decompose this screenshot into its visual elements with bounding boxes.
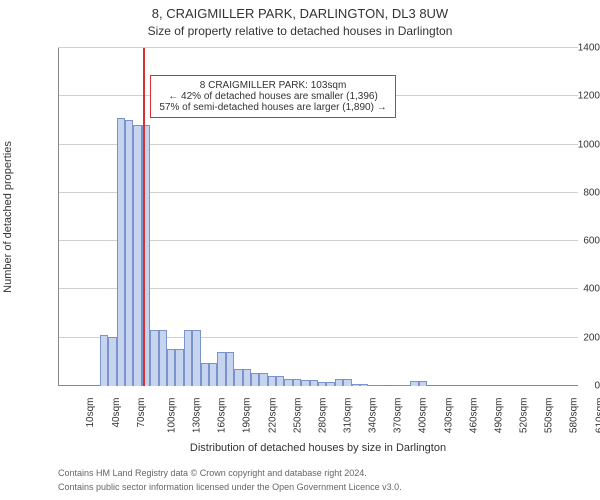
histogram-bar <box>125 120 133 386</box>
histogram-bar <box>259 373 267 386</box>
histogram-bar <box>284 379 292 386</box>
histogram-bar <box>276 376 284 386</box>
x-tick-label: 40sqm <box>111 398 122 428</box>
histogram-bar <box>133 125 141 386</box>
histogram-bar <box>301 380 309 386</box>
x-tick-label: 310sqm <box>343 398 354 434</box>
histogram-bar <box>234 369 242 386</box>
x-tick-label: 130sqm <box>192 398 203 434</box>
histogram-bar <box>268 376 276 386</box>
y-tick-label: 200 <box>548 332 600 343</box>
property-marker-line <box>143 48 145 386</box>
histogram-bar <box>343 379 351 386</box>
x-tick-label: 520sqm <box>519 398 530 434</box>
property-info-box: 8 CRAIGMILLER PARK: 103sqm ← 42% of deta… <box>150 75 395 118</box>
histogram-bar <box>310 380 318 386</box>
x-tick-label: 370sqm <box>393 398 404 434</box>
y-tick-label: 1000 <box>548 139 600 150</box>
histogram-bar <box>243 369 251 386</box>
x-tick-label: 490sqm <box>494 398 505 434</box>
y-tick-label: 800 <box>548 187 600 198</box>
footer-line-1: Contains HM Land Registry data © Crown c… <box>58 468 367 478</box>
histogram-bar <box>318 382 326 386</box>
histogram-bar <box>393 385 401 386</box>
x-tick-label: 70sqm <box>136 398 147 428</box>
histogram-bar <box>368 385 376 386</box>
histogram-bar <box>217 352 225 386</box>
histogram-bar <box>326 382 334 386</box>
gridline <box>58 47 578 48</box>
chart-title-line-1: 8, CRAIGMILLER PARK, DARLINGTON, DL3 8UW <box>0 6 600 21</box>
x-tick-label: 460sqm <box>468 398 479 434</box>
x-tick-label: 550sqm <box>544 398 555 434</box>
histogram-bar <box>201 363 209 386</box>
histogram-bar <box>100 335 108 386</box>
histogram-bar <box>377 385 385 386</box>
y-tick-label: 1400 <box>548 43 600 54</box>
y-tick-label: 600 <box>548 236 600 247</box>
histogram-bar <box>352 384 360 386</box>
histogram-bar <box>226 352 234 386</box>
histogram-bar <box>167 349 175 386</box>
histogram-bar <box>335 379 343 386</box>
footer-line-2: Contains public sector information licen… <box>58 482 402 492</box>
histogram-bar <box>117 118 125 386</box>
histogram-bar <box>410 381 418 386</box>
y-tick-label: 400 <box>548 284 600 295</box>
x-tick-label: 190sqm <box>242 398 253 434</box>
x-tick-label: 280sqm <box>317 398 328 434</box>
histogram-bar <box>419 381 427 386</box>
x-tick-label: 220sqm <box>267 398 278 434</box>
histogram-bar <box>108 337 116 386</box>
y-axis-label: Number of detached properties <box>2 141 14 293</box>
info-box-line-1: 8 CRAIGMILLER PARK: 103sqm <box>159 80 386 91</box>
x-tick-label: 250sqm <box>292 398 303 434</box>
histogram-bar <box>209 363 217 386</box>
y-tick-label: 1200 <box>548 91 600 102</box>
chart-title-line-2: Size of property relative to detached ho… <box>0 24 600 38</box>
histogram-bar <box>402 385 410 386</box>
histogram-bar <box>251 373 259 386</box>
property-size-chart: 8, CRAIGMILLER PARK, DARLINGTON, DL3 8UW… <box>0 0 600 500</box>
x-tick-label: 340sqm <box>368 398 379 434</box>
y-axis-line <box>58 48 59 386</box>
histogram-bar <box>293 379 301 386</box>
x-tick-label: 430sqm <box>443 398 454 434</box>
x-tick-label: 10sqm <box>85 398 96 428</box>
histogram-bar <box>159 330 167 386</box>
info-box-line-2: ← 42% of detached houses are smaller (1,… <box>159 91 386 102</box>
x-tick-label: 580sqm <box>569 398 580 434</box>
x-tick-label: 400sqm <box>418 398 429 434</box>
histogram-bar <box>175 349 183 386</box>
x-tick-label: 610sqm <box>594 398 600 434</box>
info-box-line-3: 57% of semi-detached houses are larger (… <box>159 102 386 113</box>
histogram-bar <box>360 384 368 386</box>
histogram-bar <box>150 330 158 386</box>
histogram-bar <box>184 330 192 386</box>
x-tick-label: 160sqm <box>217 398 228 434</box>
y-tick-label: 0 <box>548 381 600 392</box>
x-tick-label: 100sqm <box>166 398 177 434</box>
x-axis-label: Distribution of detached houses by size … <box>58 442 578 454</box>
histogram-bar <box>192 330 200 386</box>
